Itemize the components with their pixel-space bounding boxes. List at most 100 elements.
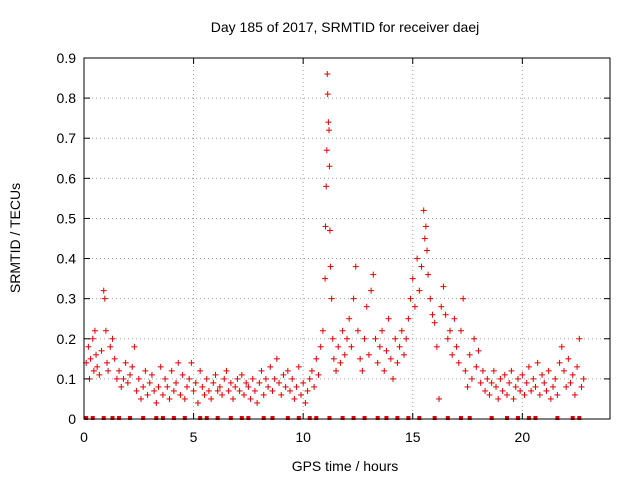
data-point bbox=[329, 335, 336, 342]
data-point bbox=[512, 383, 519, 390]
data-point bbox=[322, 223, 329, 230]
data-point bbox=[223, 367, 230, 374]
data-point bbox=[442, 311, 449, 318]
data-point bbox=[411, 303, 418, 310]
data-point bbox=[116, 367, 123, 374]
data-point bbox=[365, 351, 372, 358]
data-point bbox=[284, 367, 291, 374]
data-point bbox=[297, 391, 304, 398]
data-point bbox=[188, 359, 195, 366]
x-tick-label: 15 bbox=[405, 429, 421, 445]
data-point bbox=[556, 359, 563, 366]
data-point bbox=[258, 367, 265, 374]
y-tick-label: 0 bbox=[68, 411, 76, 427]
data-point bbox=[370, 271, 377, 278]
zero-value-point bbox=[101, 416, 106, 420]
data-point bbox=[484, 375, 491, 382]
data-point bbox=[289, 375, 296, 382]
data-point bbox=[447, 327, 454, 334]
data-point bbox=[315, 371, 322, 378]
data-point bbox=[414, 255, 421, 262]
data-point bbox=[98, 347, 105, 354]
zero-value-point bbox=[128, 416, 133, 420]
data-point bbox=[122, 359, 129, 366]
data-point bbox=[576, 335, 583, 342]
data-point bbox=[221, 375, 228, 382]
data-point bbox=[260, 391, 267, 398]
zero-value-point bbox=[154, 416, 159, 420]
data-point bbox=[159, 391, 166, 398]
data-point bbox=[528, 387, 535, 394]
zero-value-point bbox=[406, 416, 411, 420]
data-point bbox=[287, 387, 294, 394]
zero-value-point bbox=[246, 416, 251, 420]
data-point bbox=[203, 375, 210, 382]
data-point bbox=[302, 399, 309, 406]
y-tick-label: 0.5 bbox=[57, 210, 77, 226]
data-point bbox=[254, 399, 261, 406]
data-point bbox=[177, 391, 184, 398]
data-point bbox=[440, 283, 447, 290]
data-point bbox=[462, 367, 469, 374]
data-point bbox=[431, 319, 438, 326]
data-point bbox=[525, 363, 532, 370]
data-point bbox=[273, 355, 280, 362]
zero-value-point bbox=[375, 416, 380, 420]
data-point bbox=[278, 391, 285, 398]
data-point bbox=[94, 363, 101, 370]
data-point bbox=[85, 343, 92, 350]
data-point bbox=[457, 327, 464, 334]
data-point bbox=[473, 363, 480, 370]
data-point bbox=[170, 387, 177, 394]
data-point bbox=[216, 383, 223, 390]
data-point bbox=[372, 335, 379, 342]
data-point bbox=[308, 367, 315, 374]
data-point bbox=[409, 275, 416, 282]
grid bbox=[84, 58, 610, 419]
data-point bbox=[429, 311, 436, 318]
data-point bbox=[444, 335, 451, 342]
data-point bbox=[554, 391, 561, 398]
zero-value-point bbox=[340, 416, 345, 420]
data-point bbox=[471, 335, 478, 342]
data-point bbox=[477, 379, 484, 386]
data-point bbox=[245, 383, 252, 390]
data-point bbox=[181, 395, 188, 402]
data-point bbox=[135, 375, 142, 382]
data-point bbox=[87, 355, 94, 362]
data-point bbox=[390, 375, 397, 382]
data-point bbox=[453, 343, 460, 350]
zero-value-point bbox=[384, 416, 389, 420]
x-tick-label: 5 bbox=[190, 429, 198, 445]
data-point bbox=[236, 387, 243, 394]
data-point bbox=[394, 359, 401, 366]
data-point bbox=[368, 287, 375, 294]
data-point bbox=[475, 347, 482, 354]
data-point bbox=[179, 371, 186, 378]
plot-frame bbox=[83, 57, 611, 420]
data-point bbox=[567, 379, 574, 386]
data-point bbox=[403, 335, 410, 342]
data-point bbox=[376, 343, 383, 350]
data-point bbox=[280, 371, 287, 378]
data-point bbox=[514, 375, 521, 382]
data-point bbox=[162, 375, 169, 382]
zero-value-point bbox=[261, 416, 266, 420]
data-point bbox=[479, 367, 486, 374]
zero-value-point bbox=[296, 416, 301, 420]
data-point bbox=[101, 295, 108, 302]
data-point bbox=[118, 383, 125, 390]
data-point bbox=[96, 371, 103, 378]
data-point bbox=[133, 387, 140, 394]
data-point bbox=[205, 387, 212, 394]
zero-value-point bbox=[489, 416, 494, 420]
data-point bbox=[328, 295, 335, 302]
zero-value-point bbox=[467, 416, 472, 420]
data-point bbox=[265, 383, 272, 390]
data-point bbox=[420, 207, 427, 214]
zero-value-point bbox=[445, 416, 450, 420]
data-point bbox=[319, 327, 326, 334]
data-point bbox=[311, 383, 318, 390]
data-point bbox=[219, 391, 226, 398]
zero-value-point bbox=[141, 416, 146, 420]
